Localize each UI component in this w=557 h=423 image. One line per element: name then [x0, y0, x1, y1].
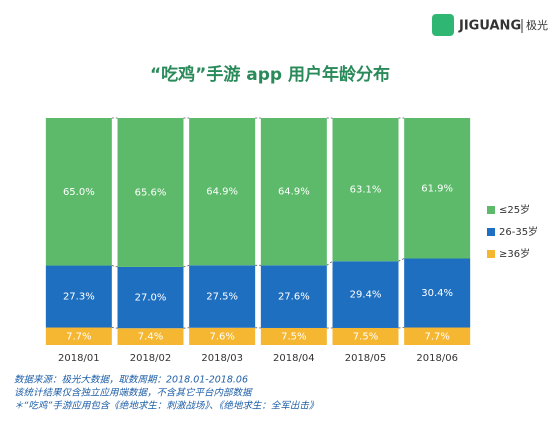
data-label: 65.6%	[135, 187, 167, 198]
data-label: 7.7%	[66, 331, 91, 342]
note: ＊“吃鸡”手游应用包含《绝地求生：刺激战场》、《绝地求生：全军出击》	[14, 400, 318, 412]
data-label: 63.1%	[350, 185, 382, 196]
data-label: 27.0%	[135, 293, 167, 304]
note: 数据来源：极光大数据，取数周期：2018.01-2018.06	[14, 375, 248, 386]
x-tick-label: 2018/01	[58, 353, 100, 364]
brand-cn: 极光	[526, 18, 548, 32]
x-tick-label: 2018/04	[273, 353, 315, 364]
data-label: 7.7%	[424, 331, 449, 342]
legend-swatch	[487, 206, 495, 214]
legend-label: ≥36岁	[499, 247, 530, 260]
data-label: 7.6%	[209, 331, 234, 342]
x-tick-label: 2018/02	[130, 353, 172, 364]
data-label: 64.9%	[206, 187, 238, 198]
logo-icon	[432, 14, 454, 36]
legend-swatch	[487, 228, 495, 236]
data-label: 65.0%	[63, 187, 95, 198]
data-label: 27.6%	[278, 292, 310, 303]
data-label: 30.4%	[421, 288, 453, 299]
x-tick-label: 2018/06	[416, 353, 458, 364]
data-label: 7.5%	[353, 331, 378, 342]
note: 该统计结果仅含独立应用端数据，不含其它平台内部数据	[14, 387, 253, 399]
x-tick-label: 2018/03	[201, 353, 243, 364]
data-label: 64.9%	[278, 187, 310, 198]
chart-title: “吃鸡”手游 app 用户年龄分布	[150, 64, 390, 85]
legend-label: 26-35岁	[499, 225, 538, 238]
data-label: 7.4%	[138, 332, 163, 343]
data-label: 27.3%	[63, 292, 95, 303]
data-label: 27.5%	[206, 292, 238, 303]
legend-swatch	[487, 250, 495, 258]
x-tick-label: 2018/05	[345, 353, 387, 364]
brand: JIGUANG	[458, 19, 521, 34]
data-label: 7.5%	[281, 331, 306, 342]
data-label: 29.4%	[350, 290, 382, 301]
data-label: 61.9%	[421, 183, 453, 194]
legend-label: ≤25岁	[499, 203, 530, 216]
